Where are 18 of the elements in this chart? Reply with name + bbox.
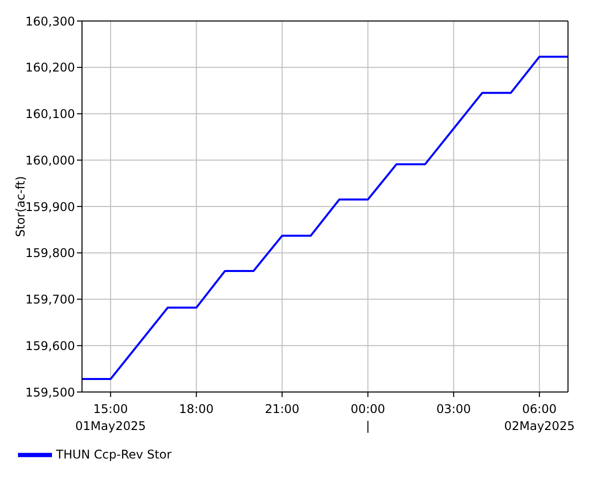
legend-label: THUN Ccp-Rev Stor <box>56 447 172 462</box>
y-tick-label: 159,900 <box>25 200 75 214</box>
y-tick-label: 160,300 <box>25 14 75 28</box>
x-tick-label: 18:00 <box>179 402 214 416</box>
x-tick-label: 06:00 02May2025 <box>504 402 575 433</box>
line-series <box>82 56 568 380</box>
x-tick-label: 03:00 <box>436 402 471 416</box>
x-tick-label: 21:00 <box>264 402 300 416</box>
x-tick-label: 00:00 | <box>350 402 386 433</box>
y-tick-label: 159,600 <box>25 338 75 353</box>
y-tick-label: 160,200 <box>25 60 75 75</box>
y-tick-label: 160,000 <box>25 153 75 168</box>
y-tick-label: 160,100 <box>25 107 75 122</box>
y-tick-label: 159,500 <box>25 385 75 400</box>
y-axis-title: Stor(ac-ft) <box>13 176 28 237</box>
x-tick-label: 15:00 01May2025 <box>75 402 146 433</box>
y-tick-label: 159,800 <box>25 246 75 260</box>
y-tick-label: 159,700 <box>25 292 75 307</box>
